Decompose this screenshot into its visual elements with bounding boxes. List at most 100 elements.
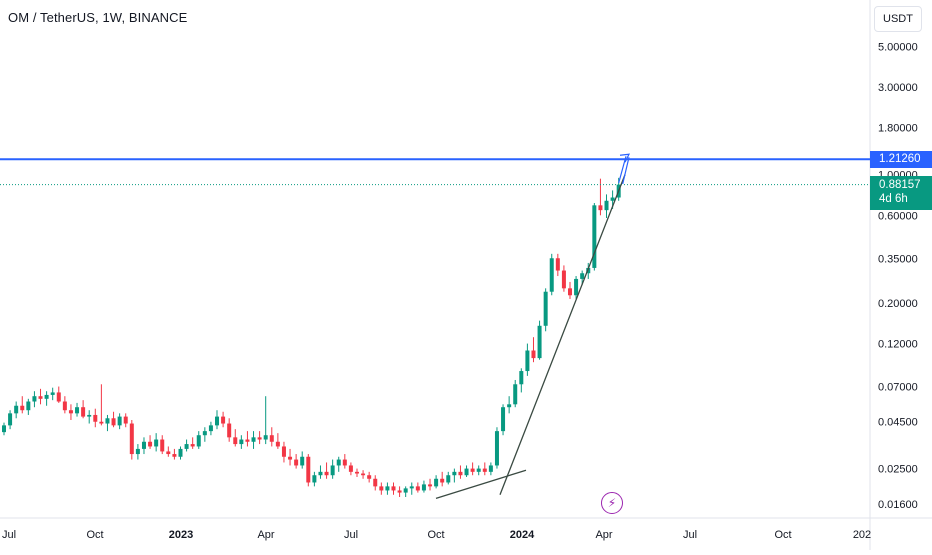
candle — [288, 448, 293, 466]
candle — [537, 320, 542, 360]
lightning-icon[interactable]: ⚡ — [601, 492, 623, 514]
candle — [397, 486, 402, 498]
candle — [87, 410, 92, 424]
candle-body — [141, 441, 146, 449]
candle-body — [488, 465, 493, 472]
candle-body — [14, 405, 19, 414]
candle — [221, 411, 226, 428]
candle — [184, 439, 189, 452]
candle-body — [580, 273, 585, 279]
candle — [275, 433, 280, 449]
candle — [68, 404, 73, 420]
candle — [452, 468, 457, 483]
candle-body — [610, 197, 615, 201]
candle — [190, 437, 195, 449]
candle — [117, 413, 122, 430]
candle-body — [93, 414, 98, 422]
candle-body — [251, 437, 256, 442]
candle-body — [172, 454, 177, 457]
candle-body — [75, 407, 80, 414]
candle-body — [105, 418, 110, 424]
candle — [592, 203, 597, 271]
candle — [300, 451, 305, 469]
candle-body — [476, 468, 481, 472]
candle — [14, 401, 19, 419]
candle — [148, 435, 153, 449]
candle-body — [421, 484, 426, 491]
candle-body — [62, 401, 67, 411]
x-tick-label: Oct — [774, 529, 791, 541]
candle — [464, 465, 469, 477]
candle — [257, 431, 262, 445]
candle — [56, 386, 61, 403]
candle — [312, 471, 317, 487]
candle — [215, 410, 220, 430]
candle-body — [294, 459, 299, 466]
candle-body — [196, 435, 201, 447]
candle-body — [397, 490, 402, 493]
candle — [507, 396, 512, 414]
candle — [549, 253, 554, 296]
bar-countdown: 4d 6h — [879, 193, 908, 205]
candle-body — [537, 325, 542, 359]
candle-body — [482, 468, 487, 472]
candle — [172, 448, 177, 460]
candle — [415, 482, 420, 493]
candle — [421, 480, 426, 493]
candle-body — [367, 475, 372, 479]
candle — [586, 262, 591, 279]
candle — [409, 482, 414, 495]
symbol-title[interactable]: OM / TetherUS, 1W, BINANCE — [8, 10, 188, 25]
candle — [513, 379, 518, 408]
candle — [403, 486, 408, 498]
candle — [129, 419, 134, 460]
candle — [348, 462, 353, 476]
candle-body — [269, 435, 274, 442]
y-tick-label: 0.35000 — [878, 253, 918, 265]
candle-body — [300, 456, 305, 466]
candle — [281, 441, 286, 463]
candle — [476, 465, 481, 476]
x-tick-label: Oct — [86, 529, 103, 541]
candle — [154, 433, 159, 452]
candle — [141, 437, 146, 455]
candle-body — [117, 416, 122, 426]
candle-body — [470, 468, 475, 472]
candle — [81, 400, 86, 419]
candle — [93, 408, 98, 428]
candle — [105, 414, 110, 432]
candle — [361, 470, 366, 479]
candle — [482, 462, 487, 476]
x-tick-label: 2023 — [169, 529, 193, 541]
candle-body — [215, 416, 220, 426]
candle-body — [263, 435, 268, 440]
candle — [434, 475, 439, 489]
candle — [123, 413, 128, 428]
candle-body — [555, 258, 560, 271]
candle-body — [190, 444, 195, 447]
candle-body — [507, 404, 512, 408]
candle-body — [2, 425, 6, 433]
candle-body — [525, 350, 530, 372]
candle — [26, 398, 31, 415]
candle — [269, 427, 274, 447]
x-tick-label: Jul — [683, 529, 697, 541]
candle — [555, 253, 560, 277]
candle — [263, 396, 268, 445]
candle — [50, 387, 55, 401]
candle — [38, 388, 43, 405]
candle-body — [324, 471, 329, 476]
candle-body — [598, 205, 603, 211]
candle — [196, 431, 201, 449]
currency-button[interactable]: USDT — [874, 6, 922, 32]
candle — [160, 435, 165, 455]
x-tick-label: Jul — [344, 529, 358, 541]
candle-body — [111, 418, 116, 426]
projection-arrow-line — [622, 157, 630, 185]
candle — [75, 402, 80, 417]
candle — [519, 368, 524, 393]
y-tick-label: 0.12000 — [878, 339, 918, 351]
candle-body — [221, 416, 226, 424]
